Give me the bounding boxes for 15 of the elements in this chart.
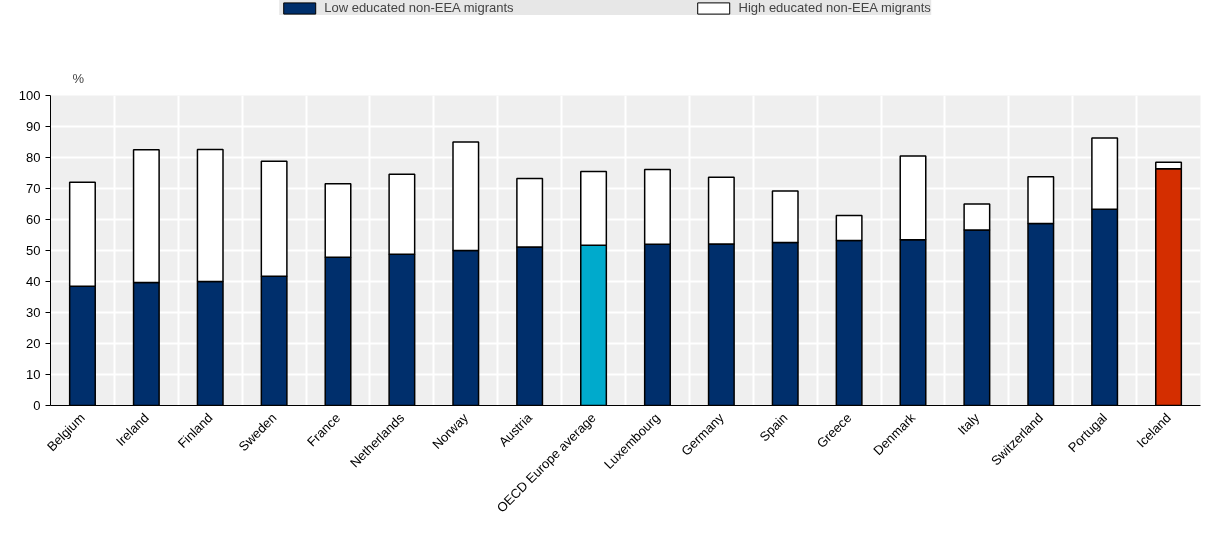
- y-tick-label: 50: [26, 243, 41, 258]
- y-tick-label: 60: [26, 212, 41, 227]
- legend-label: Low educated non-EEA migrants: [324, 0, 514, 15]
- x-tick-label: Italy: [954, 409, 983, 438]
- y-tick-label: 70: [26, 181, 41, 196]
- y-tick-label: 20: [26, 336, 41, 351]
- y-tick-label: 0: [33, 398, 41, 413]
- y-tick-label: 10: [26, 367, 41, 382]
- y-tick-label: 40: [26, 274, 41, 289]
- y-tick-label: 90: [26, 119, 41, 134]
- y-axis-title: %: [72, 70, 85, 86]
- y-tick-label: 30: [26, 305, 41, 320]
- legend-label: High educated non-EEA migrants: [738, 0, 931, 15]
- y-tick-label: 80: [26, 150, 41, 165]
- y-tick-label: 100: [18, 88, 41, 103]
